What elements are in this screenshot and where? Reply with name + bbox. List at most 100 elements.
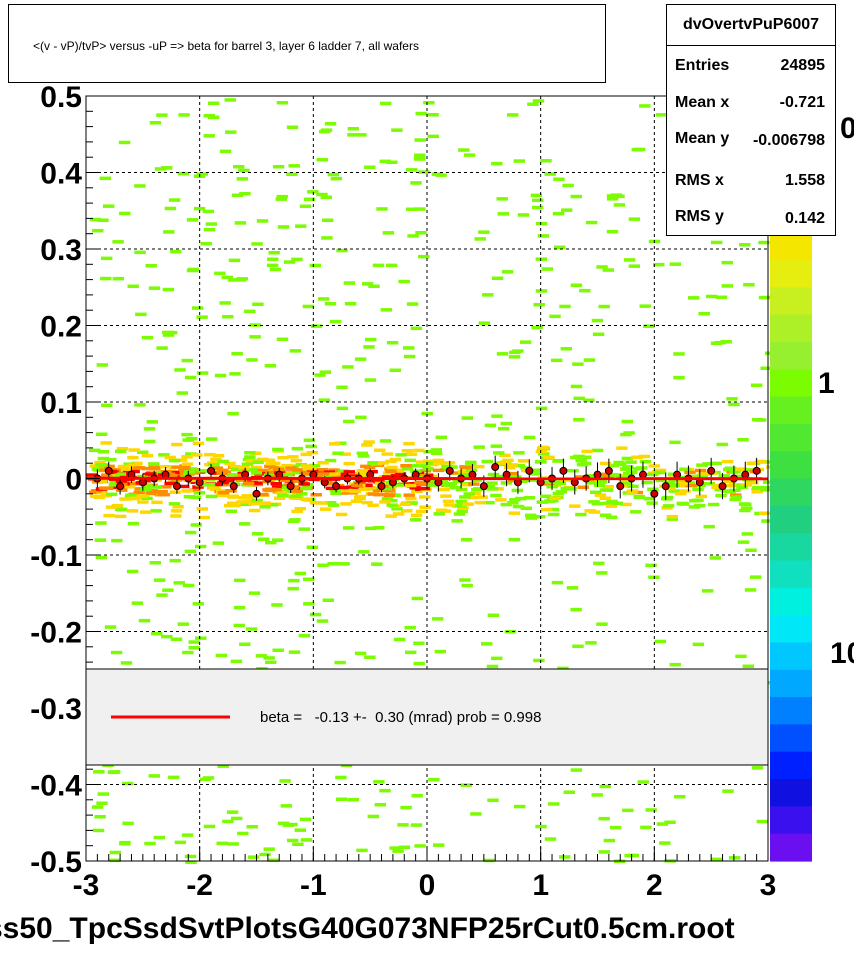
- heatmap-cell: [303, 577, 315, 581]
- heatmap-cell: [583, 358, 596, 362]
- heatmap-cell: [98, 486, 111, 490]
- heatmap-cell: [633, 495, 646, 500]
- heatmap-cell: [662, 504, 675, 508]
- heatmap-cell: [173, 581, 185, 585]
- heatmap-cell: [709, 556, 721, 560]
- heatmap-cell: [212, 453, 225, 458]
- heatmap-cell: [227, 842, 239, 846]
- heatmap-cell: [386, 503, 398, 507]
- heatmap-cell: [637, 780, 649, 784]
- heatmap-cell: [133, 466, 146, 470]
- heatmap-cell: [194, 544, 207, 549]
- heatmap-cell: [298, 482, 310, 486]
- heatmap-cell: [443, 503, 456, 507]
- heatmap-cell: [164, 481, 176, 486]
- heatmap-cell: [231, 352, 243, 356]
- heatmap-cell: [417, 474, 429, 478]
- heatmap-cell: [532, 205, 544, 210]
- heatmap-cell: [358, 550, 370, 554]
- heatmap-cell: [172, 505, 184, 509]
- heatmap-cell: [416, 460, 428, 464]
- heatmap-cell: [96, 801, 108, 805]
- profile-point: [752, 466, 761, 475]
- heatmap-cell: [760, 366, 772, 370]
- heatmap-cell: [711, 485, 723, 490]
- heatmap-cell: [570, 455, 582, 460]
- heatmap-cell: [549, 314, 561, 319]
- heatmap-cell: [149, 467, 161, 471]
- heatmap-cell: [354, 496, 366, 500]
- heatmap-cell: [365, 337, 377, 342]
- heatmap-cell: [730, 495, 743, 499]
- heatmap-cell: [135, 312, 147, 317]
- heatmap-cell: [207, 486, 220, 490]
- heatmap-cell: [543, 480, 555, 484]
- heatmap-cell: [458, 148, 470, 152]
- heatmap-cell: [383, 493, 395, 498]
- heatmap-cell: [508, 537, 520, 542]
- heatmap-cell: [745, 548, 757, 552]
- heatmap-cell: [340, 502, 352, 506]
- heatmap-cell: [373, 492, 385, 497]
- heatmap-cell: [746, 461, 758, 466]
- heatmap-cell: [438, 487, 450, 492]
- heatmap-cell: [577, 485, 589, 489]
- heatmap-cell: [101, 403, 113, 407]
- heatmap-cell: [541, 267, 553, 271]
- heatmap-cell: [97, 456, 110, 461]
- heatmap-cell: [435, 435, 447, 440]
- heatmap-cell: [478, 230, 490, 234]
- heatmap-cell: [329, 488, 341, 492]
- heatmap-cell: [574, 475, 587, 479]
- heatmap-cell: [653, 470, 665, 475]
- heatmap-cell: [251, 498, 263, 503]
- heatmap-cell: [385, 514, 397, 518]
- heatmap-cell: [301, 464, 313, 468]
- x-tick-label: -2: [186, 869, 213, 902]
- y-tick-label: -0.2: [30, 617, 82, 650]
- heatmap-cell: [190, 523, 202, 527]
- heatmap-cell: [317, 461, 329, 465]
- heatmap-cell: [322, 218, 334, 222]
- heatmap-cell: [397, 823, 409, 827]
- profile-point: [116, 482, 125, 491]
- heatmap-cell: [410, 181, 422, 185]
- heatmap-cell: [193, 206, 206, 211]
- heatmap-cell: [702, 589, 714, 593]
- heatmap-cell: [170, 514, 182, 518]
- heatmap-cell: [481, 459, 493, 464]
- heatmap-cell: [283, 260, 296, 264]
- heatmap-cell: [487, 798, 499, 802]
- heatmap-cell: [241, 494, 253, 498]
- heatmap-cell: [404, 625, 416, 630]
- heatmap-cell: [239, 502, 252, 507]
- heatmap-cell: [535, 449, 548, 454]
- heatmap-cell: [354, 357, 367, 361]
- heatmap-cell: [185, 467, 197, 471]
- heatmap-cell: [739, 243, 751, 247]
- heatmap-cell: [178, 484, 190, 489]
- heatmap-cell: [576, 462, 589, 467]
- profile-point: [286, 482, 295, 491]
- heatmap-cell: [401, 509, 413, 513]
- heatmap-cell: [496, 352, 509, 356]
- heatmap-cell: [263, 656, 275, 660]
- heatmap-cell: [320, 507, 332, 511]
- heatmap-cell: [210, 457, 222, 462]
- heatmap-cell: [661, 495, 674, 500]
- heatmap-cell: [287, 519, 300, 523]
- heatmap-cell: [629, 510, 642, 514]
- heatmap-cell: [131, 461, 143, 466]
- heatmap-cell: [355, 133, 367, 137]
- heatmap-cell: [470, 478, 483, 482]
- heatmap-cell: [428, 483, 440, 487]
- profile-point: [741, 470, 750, 479]
- stat-label-rms-x: RMS x: [675, 172, 724, 189]
- heatmap-cell: [664, 486, 676, 491]
- heatmap-cell: [298, 633, 311, 638]
- heatmap-cell: [306, 545, 319, 549]
- heatmap-cell: [234, 578, 246, 583]
- heatmap-cell: [602, 268, 614, 272]
- heatmap-cell: [330, 319, 342, 324]
- heatmap-cell: [347, 133, 359, 137]
